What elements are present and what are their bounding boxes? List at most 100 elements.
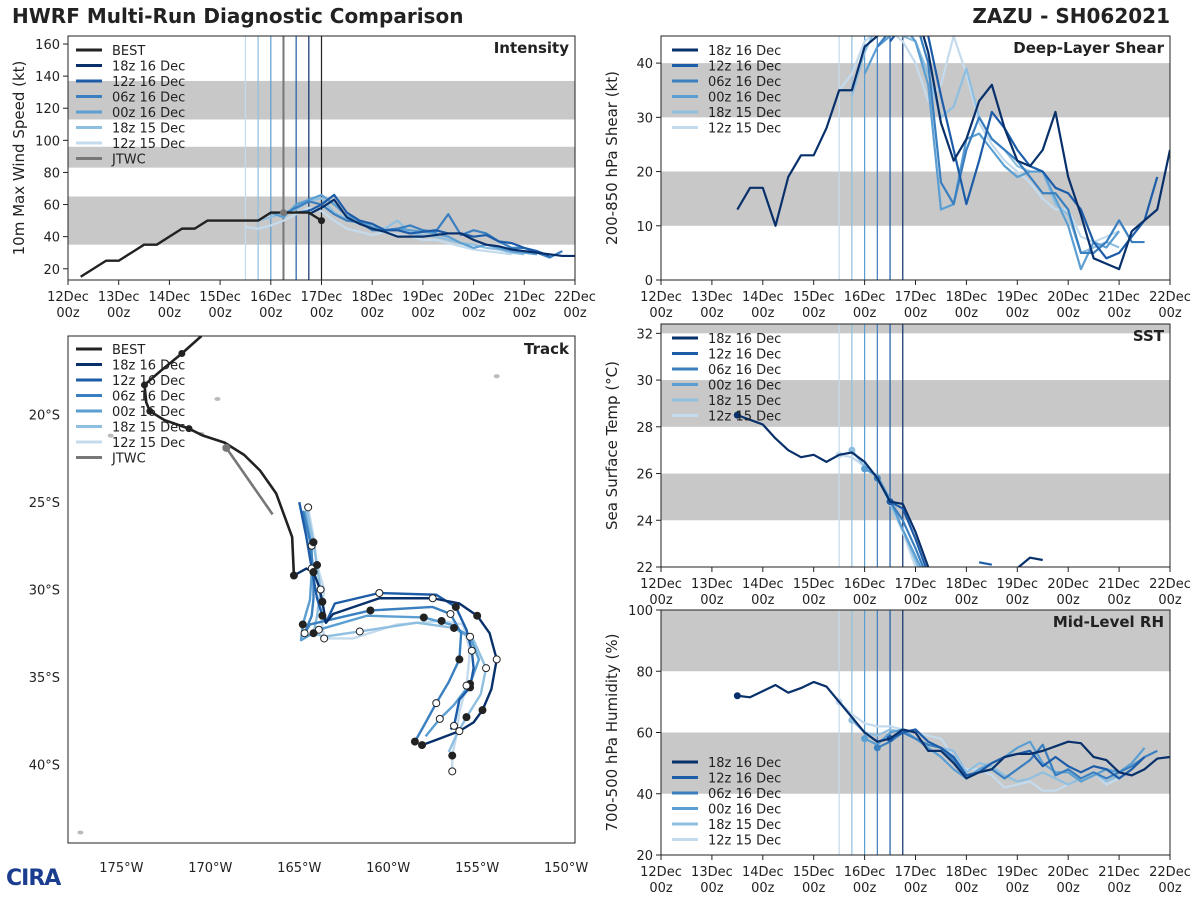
sst-series <box>733 411 1043 567</box>
x-tick-date: 18Dec <box>946 577 988 592</box>
legend-label: 18z 16 Dec <box>708 332 781 347</box>
series-line <box>308 198 575 258</box>
track-line <box>305 507 488 753</box>
y-tick-label: 40 <box>636 788 653 803</box>
legend-label: 12z 16 Dec <box>112 374 185 389</box>
shaded-band <box>661 732 1170 794</box>
storm-id: ZAZU - SH062021 <box>972 4 1170 28</box>
best-position <box>140 381 148 389</box>
x-tick-date: 14Dec <box>742 290 784 305</box>
series-line <box>282 200 563 259</box>
jtwc-point <box>279 209 287 217</box>
best-position <box>146 407 154 415</box>
series-line <box>1016 556 1043 567</box>
forecast-position <box>289 571 298 580</box>
x-tick-date: 22Dec <box>1149 577 1191 592</box>
figure-title: HWRF Multi-Run Diagnostic Comparison <box>12 4 464 28</box>
track-panel: 175°W 170°W 165°W 160°W 155°W 150°W 20°S 25°S 30… <box>29 335 588 876</box>
y-tick-label: 140 <box>35 70 60 85</box>
x-tick-hour: 00z <box>649 306 673 321</box>
island <box>214 396 221 401</box>
x-tick-date: 20Dec <box>1047 865 1089 880</box>
x-tick-date: 15Dec <box>793 577 835 592</box>
lon-label: 160°W <box>366 861 410 876</box>
shaded-band <box>661 324 1170 334</box>
track-line <box>299 510 481 738</box>
lon-label: 175°W <box>99 861 143 876</box>
intensity-panel: 2040608010012014016012Dec00z13Dec00z14De… <box>10 35 596 321</box>
series-line <box>245 206 512 256</box>
forecast-position <box>410 737 419 746</box>
y-tick-label: 120 <box>35 102 60 117</box>
x-tick-hour: 00z <box>700 306 724 321</box>
x-tick-hour: 00z <box>1107 593 1131 608</box>
init-point <box>733 411 741 419</box>
y-axis-label: 10m Max Wind Speed (kt) <box>10 61 28 256</box>
y-tick-label: 24 <box>636 514 653 529</box>
series-line <box>736 36 1170 271</box>
island <box>107 433 114 438</box>
legend-label: 18z 15 Dec <box>112 122 185 137</box>
x-tick-date: 18Dec <box>946 865 988 880</box>
rh-series <box>733 680 1170 792</box>
x-tick-date: 17Dec <box>301 290 343 305</box>
series-line <box>296 193 551 257</box>
legend-label: 12z 15 Dec <box>112 436 185 451</box>
x-tick-hour: 00z <box>649 881 673 896</box>
series-line <box>838 36 1120 244</box>
init-point <box>861 735 869 743</box>
cira-logo-text: CIRA <box>6 866 61 891</box>
y-tick-label: 28 <box>636 421 653 436</box>
map-frame <box>67 335 576 844</box>
forecast-position <box>309 629 318 638</box>
legend-label: 12z 15 Dec <box>708 834 781 849</box>
y-tick-label: 160 <box>35 38 60 53</box>
forecast-position <box>446 609 455 618</box>
x-tick-date: 15Dec <box>199 290 241 305</box>
forecast-position <box>467 646 476 655</box>
y-tick-label: 60 <box>43 199 60 214</box>
shear-series <box>736 36 1170 271</box>
x-tick-hour: 00z <box>904 881 928 896</box>
y-tick-label: 40 <box>43 231 60 246</box>
forecast-position <box>316 585 325 594</box>
x-tick-date: 13Dec <box>691 577 733 592</box>
legend-label: 06z 16 Dec <box>708 363 781 378</box>
track-line <box>306 507 472 772</box>
x-tick-hour: 00z <box>853 306 877 321</box>
x-tick-hour: 00z <box>751 881 775 896</box>
x-tick-date: 18Dec <box>351 290 393 305</box>
y-tick-label: 32 <box>636 327 653 342</box>
legend-label: 12z 16 Dec <box>708 60 781 75</box>
shaded-band <box>661 63 1170 118</box>
x-tick-date: 19Dec <box>996 290 1038 305</box>
lat-label: 25°S <box>29 496 60 511</box>
x-tick-date: 16Dec <box>844 577 886 592</box>
x-tick-hour: 00z <box>853 593 877 608</box>
x-tick-hour: 00z <box>802 593 826 608</box>
legend-label: 12z 16 Dec <box>112 75 185 90</box>
panel-title: SST <box>1133 327 1165 345</box>
x-tick-date: 21Dec <box>1098 577 1140 592</box>
forecast-position <box>437 616 446 625</box>
x-tick-date: 19Dec <box>996 865 1038 880</box>
x-tick-hour: 00z <box>1057 593 1081 608</box>
legend-label: 12z 15 Dec <box>708 122 781 137</box>
legend-label: 12z 15 Dec <box>708 410 781 425</box>
x-tick-hour: 00z <box>802 306 826 321</box>
x-tick-date: 12Dec <box>47 290 89 305</box>
y-tick-label: 40 <box>636 57 653 72</box>
x-tick-date: 13Dec <box>691 290 733 305</box>
y-axis-label: 700-500 hPa Humidity (%) <box>603 633 621 831</box>
forecast-position <box>309 568 318 577</box>
panel-title: Mid-Level RH <box>1053 613 1164 631</box>
x-tick-hour: 00z <box>853 881 877 896</box>
lat-label: 40°S <box>29 758 60 773</box>
island <box>493 374 500 379</box>
x-tick-hour: 00z <box>208 306 232 321</box>
legend-label: 06z 16 Dec <box>708 787 781 802</box>
forecast-position <box>309 538 318 547</box>
forecast-position <box>462 713 471 722</box>
x-tick-date: 17Dec <box>895 577 937 592</box>
legend-label: 12z 16 Dec <box>708 348 781 363</box>
